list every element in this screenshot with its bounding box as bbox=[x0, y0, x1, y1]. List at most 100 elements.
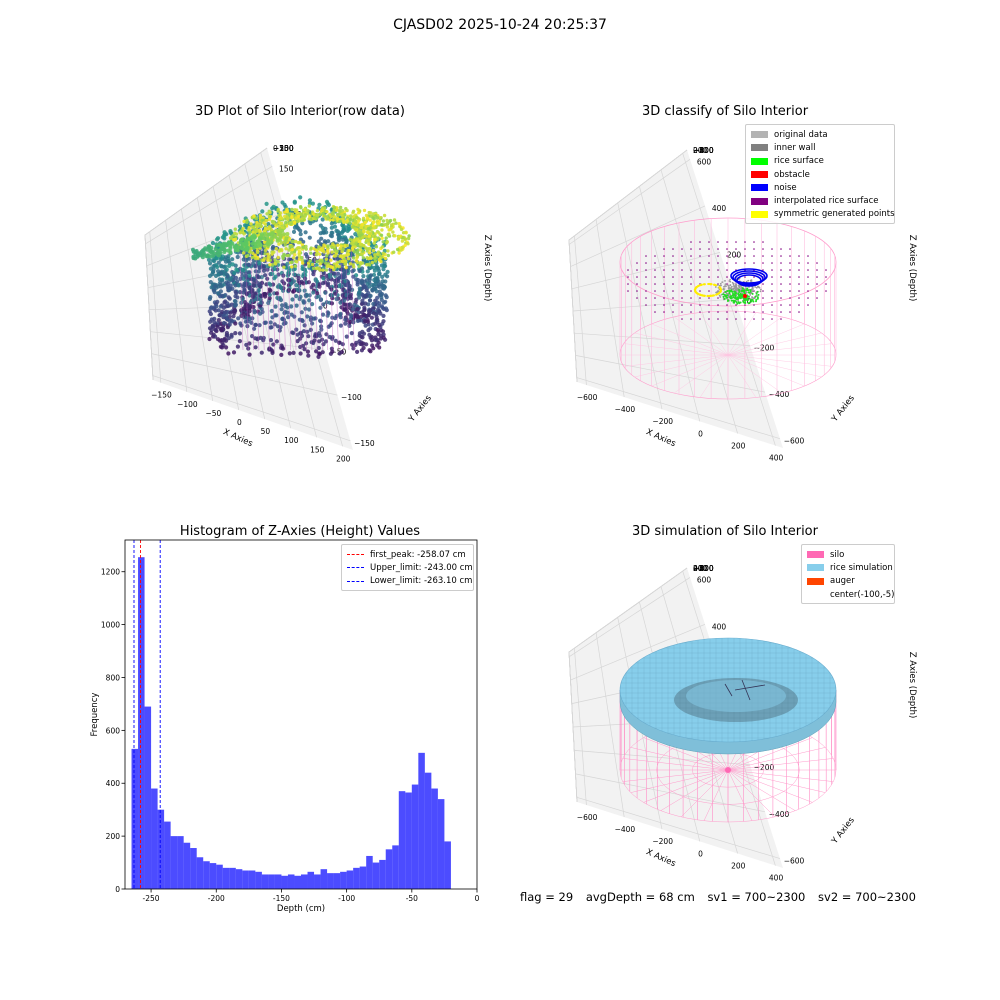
legend-swatch bbox=[807, 564, 824, 572]
raw-point bbox=[369, 338, 374, 343]
raw-point bbox=[310, 201, 315, 206]
y-tick-label: −600 bbox=[784, 857, 805, 866]
raw-point bbox=[268, 338, 274, 343]
raw-point bbox=[221, 320, 227, 326]
raw-point bbox=[303, 230, 308, 235]
x-tick-label: −600 bbox=[577, 813, 598, 822]
raw-point bbox=[365, 269, 370, 274]
avg-depth-value: avgDepth = 68 cm bbox=[585, 890, 695, 904]
x-tick-label: −100 bbox=[177, 400, 198, 409]
raw-point bbox=[319, 327, 324, 332]
raw-point bbox=[307, 235, 312, 240]
raw-point bbox=[294, 294, 299, 299]
raw-point bbox=[290, 297, 295, 302]
x-tick-label: 150 bbox=[310, 445, 325, 454]
z-tick-label: −50 bbox=[273, 144, 289, 153]
rice-surface-inner bbox=[686, 680, 786, 712]
raw-point bbox=[298, 195, 303, 200]
raw-point bbox=[213, 334, 218, 339]
raw-point bbox=[349, 331, 354, 336]
raw-point bbox=[385, 269, 390, 274]
raw-point bbox=[301, 239, 306, 244]
raw-point bbox=[311, 258, 316, 263]
panel1-axes: −150−100−50050100150200−150−100−50050100… bbox=[144, 144, 492, 463]
legend-swatch bbox=[807, 577, 824, 585]
raw-point bbox=[316, 345, 321, 351]
legend-entry-silo: silo bbox=[807, 548, 889, 561]
legend-swatch bbox=[807, 591, 824, 598]
raw-point bbox=[307, 198, 312, 203]
legend-swatch bbox=[807, 551, 824, 559]
raw-point bbox=[344, 334, 349, 339]
raw-point bbox=[207, 336, 212, 342]
panel4-axes: −600−400−2000200400−600−400−200020040060… bbox=[568, 564, 917, 883]
raw-point bbox=[371, 272, 377, 277]
x-tick-label: −200 bbox=[652, 837, 673, 846]
raw-point bbox=[291, 350, 296, 355]
raw-point bbox=[354, 277, 359, 282]
x-tick-label: 400 bbox=[769, 874, 784, 883]
y-gridline bbox=[152, 375, 351, 442]
raw-point bbox=[338, 300, 343, 305]
silo-floor-center bbox=[725, 767, 731, 773]
raw-point bbox=[329, 221, 334, 226]
raw-point bbox=[321, 302, 326, 307]
raw-point bbox=[369, 315, 374, 320]
raw-point bbox=[314, 349, 319, 354]
raw-point bbox=[268, 325, 273, 330]
raw-point bbox=[317, 202, 322, 207]
raw-point bbox=[305, 349, 310, 354]
x-tick-label: 0 bbox=[698, 849, 703, 858]
raw-point bbox=[379, 328, 384, 333]
z-tick-label: −250 bbox=[273, 144, 294, 153]
panel1-title: 3D Plot of Silo Interior(row data) bbox=[195, 104, 405, 119]
raw-point bbox=[216, 308, 221, 313]
z-axis-label: Z Axies (Depth) bbox=[907, 652, 917, 719]
figure-suptitle: CJASD02 2025-10-24 20:25:37 bbox=[393, 17, 607, 33]
raw-point bbox=[323, 290, 328, 295]
x-tick-label: −400 bbox=[615, 825, 636, 834]
x-gridline bbox=[165, 220, 188, 392]
raw-point bbox=[381, 267, 386, 272]
y-tick-label: 400 bbox=[712, 622, 727, 631]
legend-entry-auger: auger bbox=[807, 575, 889, 588]
flag-value: flag = 29 bbox=[520, 890, 574, 904]
raw-point bbox=[210, 240, 215, 246]
x-axis-label: X Axies bbox=[644, 847, 677, 869]
z-tick-label: −200 bbox=[273, 144, 294, 153]
raw-point bbox=[222, 300, 227, 305]
raw-point bbox=[209, 330, 214, 335]
x-gridline bbox=[181, 208, 214, 401]
raw-point bbox=[267, 287, 272, 292]
y-axis-label: Y Axies bbox=[829, 815, 857, 847]
legend-label: rice simulation bbox=[830, 562, 893, 573]
x-tick-label: 200 bbox=[336, 454, 351, 463]
raw-point bbox=[307, 293, 312, 298]
legend-label: auger bbox=[830, 576, 855, 587]
sv1-value: sv1 = 700~2300 bbox=[707, 890, 806, 904]
x-tick-label: −150 bbox=[151, 391, 172, 400]
raw-point bbox=[298, 232, 303, 237]
raw-point bbox=[213, 328, 218, 333]
raw-point bbox=[233, 331, 238, 336]
raw-point bbox=[235, 254, 240, 260]
raw-point bbox=[319, 236, 324, 241]
raw-point bbox=[367, 348, 372, 353]
y-gridline bbox=[150, 331, 325, 350]
raw-point bbox=[320, 217, 325, 222]
raw-point bbox=[342, 298, 347, 303]
raw-point bbox=[338, 323, 343, 328]
raw-point bbox=[360, 335, 365, 340]
x-tick-label: 100 bbox=[284, 436, 299, 445]
raw-point bbox=[297, 280, 302, 285]
raw-point bbox=[264, 201, 269, 206]
raw-point bbox=[235, 295, 240, 300]
panel4-legend: silo rice simulation auger center(-100,-… bbox=[801, 544, 895, 605]
y-tick-label: −200 bbox=[754, 763, 775, 772]
status-footer: flag = 29 avgDepth = 68 cm sv1 = 700~230… bbox=[520, 890, 925, 904]
x-tick-label: 200 bbox=[731, 861, 746, 870]
x-gridline bbox=[212, 186, 266, 420]
raw-point bbox=[310, 302, 315, 307]
raw-point bbox=[206, 257, 212, 262]
x-gridline bbox=[149, 231, 162, 383]
